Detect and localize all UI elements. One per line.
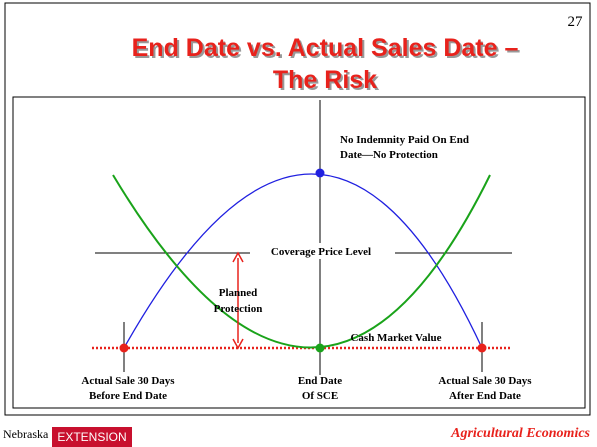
bottom-label: End Date: [298, 375, 342, 387]
bottom-label: Actual Sale 30 Days: [81, 375, 175, 387]
center-dot: [315, 343, 325, 353]
title-shadow: End Date vs. Actual Sales Date –: [134, 36, 521, 64]
slide-number: 27: [568, 14, 584, 30]
right-dot: [477, 343, 487, 353]
department: Agricultural Economics: [450, 426, 590, 441]
blue-curve: [123, 173, 483, 349]
peak-dot: [315, 168, 325, 178]
bottom-label: Of SCE: [302, 390, 338, 402]
green-curve: [112, 174, 491, 349]
annotation: Planned: [219, 287, 258, 299]
bottom-label: Before End Date: [89, 390, 167, 402]
label-bg: [250, 243, 395, 259]
logo-unit: EXTENSION: [57, 430, 126, 444]
logo-name: Nebraska: [3, 427, 49, 441]
title-shadow: The Risk: [275, 68, 379, 96]
bottom-label: Actual Sale 30 Days: [438, 375, 532, 387]
annotation: No Indemnity Paid On End: [340, 134, 469, 146]
title: End Date vs. Actual Sales Date –: [132, 34, 519, 62]
annotation: Coverage Price Level: [271, 246, 371, 258]
left-dot: [119, 343, 129, 353]
slide-frame: [4, 2, 591, 416]
annotation: Cash Market Value: [350, 332, 441, 344]
annotation: Date—No Protection: [340, 149, 438, 161]
logo-box: [52, 427, 132, 447]
arrow-heads: [232, 251, 244, 350]
annotation: Protection: [214, 303, 263, 315]
diagram-frame: [12, 96, 586, 409]
bottom-label: After End Date: [449, 390, 521, 402]
title: The Risk: [273, 66, 377, 94]
